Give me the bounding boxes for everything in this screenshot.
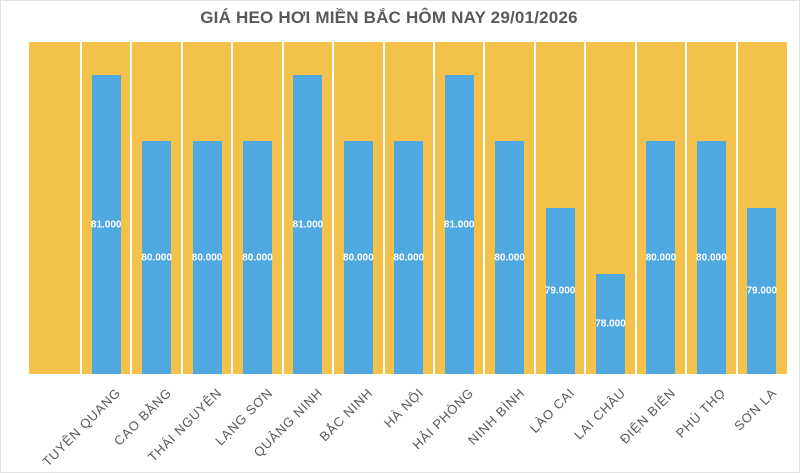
category-separator — [685, 42, 688, 374]
bar-value-label: 81.000 — [443, 219, 475, 230]
bar-value-label: 80.000 — [393, 252, 425, 263]
category-separator — [180, 42, 183, 374]
bar-value-label: 81.000 — [292, 219, 324, 230]
category-label: HẢI PHÒNG — [409, 385, 477, 453]
bar: 80.000 — [645, 141, 677, 374]
bar: 79.000 — [746, 208, 778, 374]
bar: 80.000 — [494, 141, 525, 374]
bar-value-label: 80.000 — [645, 252, 677, 263]
bar-value-label: 80.000 — [696, 252, 727, 263]
bar: 79.000 — [544, 208, 576, 374]
bar: 80.000 — [141, 141, 172, 374]
category-label: PHÚ THỌ — [673, 385, 729, 441]
bar-value-label: 79.000 — [544, 285, 576, 297]
category-separator — [533, 42, 536, 374]
category-separator — [483, 42, 486, 374]
category-separator — [382, 42, 385, 374]
bar-value-label: 81.000 — [90, 219, 122, 230]
bar-value-label: 80.000 — [494, 252, 525, 263]
bar-value-label: 80.000 — [343, 252, 374, 263]
bar: 80.000 — [191, 141, 223, 374]
category-label: ĐIỆN BIÊN — [616, 385, 679, 447]
bar-value-label: 80.000 — [191, 252, 223, 263]
bar-value-label: 80.000 — [242, 252, 273, 263]
plot-area: 81.000 80.000 80.000 80.000 81.000 80.000 80.0… — [29, 42, 787, 374]
category-label: LAI CHÂU — [570, 385, 629, 443]
bar: 81.000 — [292, 75, 324, 374]
category-separator — [634, 42, 637, 374]
category-label: QUẢNG NINH — [250, 385, 326, 460]
category-label: NINH BÌNH — [464, 385, 528, 448]
category-separator — [332, 42, 335, 374]
bar-value-label: 79.000 — [746, 285, 778, 297]
category-label: THÁI NGUYÊN — [145, 385, 225, 465]
category-separator — [231, 42, 234, 374]
category-separator — [584, 42, 587, 374]
chart-title: GIÁ HEO HƠI MIỀN BẮC HÔM NAY 29/01/2026 — [200, 8, 578, 27]
bar: 78.000 — [595, 274, 626, 374]
category-label: TUYÊN QUANG — [39, 385, 124, 470]
bar-value-label: 80.000 — [141, 252, 172, 263]
category-separator — [80, 42, 82, 374]
bar: 81.000 — [90, 75, 122, 374]
category-label: HÀ NỘI — [380, 385, 427, 431]
bar: 81.000 — [443, 75, 475, 374]
category-separator — [281, 42, 284, 374]
bar: 80.000 — [393, 141, 425, 374]
category-separator — [433, 42, 435, 374]
category-label: LẠNG SƠN — [211, 385, 276, 449]
category-separator — [735, 42, 738, 374]
bar: 80.000 — [343, 141, 374, 374]
category-label: SƠN LA — [730, 385, 780, 434]
category-label: CAO BẰNG — [110, 385, 175, 449]
category-label: LÀO CAI — [526, 385, 578, 436]
category-label: BẮC NINH — [316, 385, 376, 445]
bar-value-label: 78.000 — [595, 318, 626, 330]
bar: 80.000 — [696, 141, 727, 374]
bar: 80.000 — [242, 141, 273, 374]
category-separator — [130, 42, 133, 374]
